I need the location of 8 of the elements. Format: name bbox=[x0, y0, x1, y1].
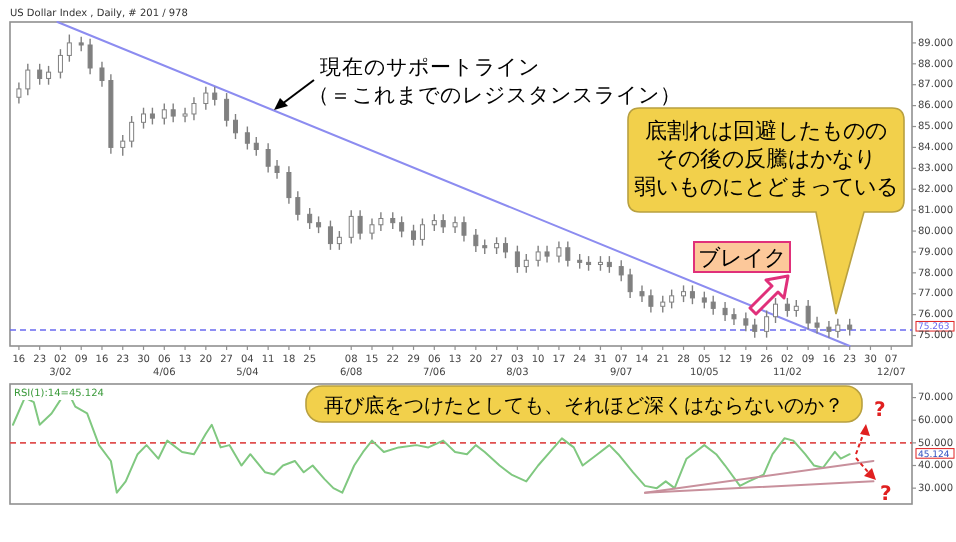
annotation: 弱いものにとどまっている bbox=[634, 174, 898, 200]
annotation: （＝これまでのレジスタンスライン） bbox=[308, 84, 682, 108]
annotation: 現在のサポートライン bbox=[320, 56, 540, 80]
annotation: 底割れは回避したものの bbox=[645, 118, 887, 144]
annotation: その後の反騰はかなり bbox=[656, 146, 876, 172]
annotation: ? bbox=[874, 400, 886, 422]
annotation: ? bbox=[880, 484, 892, 506]
annotation: 再び底をつけたとしても、それほど深くはならないのか？ bbox=[324, 394, 844, 418]
